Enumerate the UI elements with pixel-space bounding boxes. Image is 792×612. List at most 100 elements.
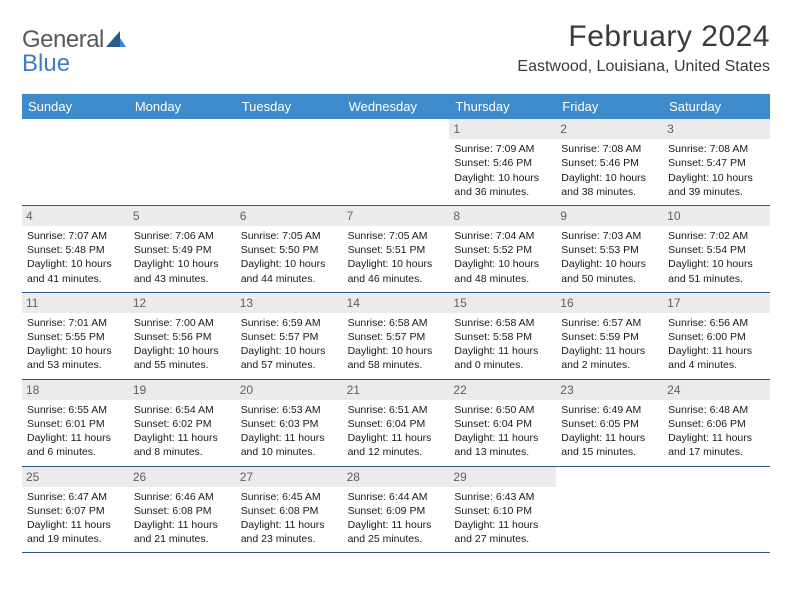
day-number: 22 bbox=[449, 380, 556, 400]
sunrise-text: Sunrise: 6:50 AM bbox=[454, 403, 551, 417]
day-info: Sunrise: 6:55 AMSunset: 6:01 PMDaylight:… bbox=[27, 403, 124, 460]
weekday-header: Sunday bbox=[22, 94, 129, 119]
week-row: 11Sunrise: 7:01 AMSunset: 5:55 PMDayligh… bbox=[22, 293, 770, 380]
day-cell bbox=[663, 467, 770, 553]
sunrise-text: Sunrise: 6:45 AM bbox=[241, 490, 338, 504]
daylight-text: Daylight: 10 hours and 50 minutes. bbox=[561, 257, 658, 285]
sunrise-text: Sunrise: 6:53 AM bbox=[241, 403, 338, 417]
sunset-text: Sunset: 5:58 PM bbox=[454, 330, 551, 344]
sunrise-text: Sunrise: 6:59 AM bbox=[241, 316, 338, 330]
day-cell: 6Sunrise: 7:05 AMSunset: 5:50 PMDaylight… bbox=[236, 206, 343, 292]
day-cell bbox=[129, 119, 236, 205]
sunrise-text: Sunrise: 6:55 AM bbox=[27, 403, 124, 417]
sunrise-text: Sunrise: 6:48 AM bbox=[668, 403, 765, 417]
daylight-text: Daylight: 10 hours and 41 minutes. bbox=[27, 257, 124, 285]
daylight-text: Daylight: 10 hours and 57 minutes. bbox=[241, 344, 338, 372]
sunrise-text: Sunrise: 6:47 AM bbox=[27, 490, 124, 504]
day-cell: 19Sunrise: 6:54 AMSunset: 6:02 PMDayligh… bbox=[129, 380, 236, 466]
day-info: Sunrise: 6:43 AMSunset: 6:10 PMDaylight:… bbox=[454, 490, 551, 547]
sunrise-text: Sunrise: 6:56 AM bbox=[668, 316, 765, 330]
sunset-text: Sunset: 6:08 PM bbox=[134, 504, 231, 518]
day-number: 9 bbox=[556, 206, 663, 226]
sunset-text: Sunset: 5:59 PM bbox=[561, 330, 658, 344]
day-cell: 25 Sunrise: 6:47 AMSunset: 6:07 PMDayligh… bbox=[22, 467, 129, 553]
day-cell: 26Sunrise: 6:46 AMSunset: 6:08 PMDayligh… bbox=[129, 467, 236, 553]
sunset-text: Sunset: 6:01 PM bbox=[27, 417, 124, 431]
sunset-text: Sunset: 6:03 PM bbox=[241, 417, 338, 431]
day-number: 12 bbox=[129, 293, 236, 313]
day-info: Sunrise: 6:56 AMSunset: 6:00 PMDaylight:… bbox=[668, 316, 765, 373]
day-info: Sunrise: 7:03 AMSunset: 5:53 PMDaylight:… bbox=[561, 229, 658, 286]
sunrise-text: Sunrise: 6:51 AM bbox=[348, 403, 445, 417]
day-number: 7 bbox=[343, 206, 450, 226]
location-text: Eastwood, Louisiana, United States bbox=[517, 58, 770, 76]
day-info: Sunrise: 7:08 AMSunset: 5:46 PMDaylight:… bbox=[561, 142, 658, 199]
day-info: Sunrise: 6:45 AMSunset: 6:08 PMDaylight:… bbox=[241, 490, 338, 547]
day-cell: 13 Sunrise: 6:59 AMSunset: 5:57 PMDayligh… bbox=[236, 293, 343, 379]
sunset-text: Sunset: 6:04 PM bbox=[454, 417, 551, 431]
sunrise-text: Sunrise: 7:07 AM bbox=[27, 229, 124, 243]
day-cell bbox=[556, 467, 663, 553]
weekday-header: Monday bbox=[129, 94, 236, 119]
day-number: 4 bbox=[22, 206, 129, 226]
day-cell: 23Sunrise: 6:49 AMSunset: 6:05 PMDayligh… bbox=[556, 380, 663, 466]
day-info: Sunrise: 6:47 AMSunset: 6:07 PMDaylight:… bbox=[27, 490, 124, 547]
brand-text: General Blue bbox=[22, 28, 126, 76]
day-info: Sunrise: 6:49 AMSunset: 6:05 PMDaylight:… bbox=[561, 403, 658, 460]
sunset-text: Sunset: 5:52 PM bbox=[454, 243, 551, 257]
daylight-text: Daylight: 10 hours and 39 minutes. bbox=[668, 171, 765, 199]
weekday-header-row: SundayMondayTuesdayWednesdayThursdayFrid… bbox=[22, 94, 770, 119]
sunrise-text: Sunrise: 7:00 AM bbox=[134, 316, 231, 330]
daylight-text: Daylight: 11 hours and 4 minutes. bbox=[668, 344, 765, 372]
day-cell: 4Sunrise: 7:07 AMSunset: 5:48 PMDaylight… bbox=[22, 206, 129, 292]
day-number: 3 bbox=[663, 119, 770, 139]
daylight-text: Daylight: 10 hours and 53 minutes. bbox=[27, 344, 124, 372]
day-number: 25 bbox=[22, 467, 129, 487]
sunrise-text: Sunrise: 7:03 AM bbox=[561, 229, 658, 243]
day-info: Sunrise: 6:44 AMSunset: 6:09 PMDaylight:… bbox=[348, 490, 445, 547]
daylight-text: Daylight: 11 hours and 13 minutes. bbox=[454, 431, 551, 459]
day-number: 28 bbox=[343, 467, 450, 487]
sunset-text: Sunset: 5:57 PM bbox=[241, 330, 338, 344]
daylight-text: Daylight: 10 hours and 48 minutes. bbox=[454, 257, 551, 285]
day-info: Sunrise: 7:05 AMSunset: 5:51 PMDaylight:… bbox=[348, 229, 445, 286]
day-cell bbox=[343, 119, 450, 205]
daylight-text: Daylight: 10 hours and 46 minutes. bbox=[348, 257, 445, 285]
day-info: Sunrise: 6:58 AMSunset: 5:58 PMDaylight:… bbox=[454, 316, 551, 373]
day-number: 10 bbox=[663, 206, 770, 226]
day-cell: 8Sunrise: 7:04 AMSunset: 5:52 PMDaylight… bbox=[449, 206, 556, 292]
daylight-text: Daylight: 11 hours and 25 minutes. bbox=[348, 518, 445, 546]
day-info: Sunrise: 7:08 AMSunset: 5:47 PMDaylight:… bbox=[668, 142, 765, 199]
day-number: 2 bbox=[556, 119, 663, 139]
day-number: 29 bbox=[449, 467, 556, 487]
weekday-header: Friday bbox=[556, 94, 663, 119]
weekday-header: Saturday bbox=[663, 94, 770, 119]
daylight-text: Daylight: 11 hours and 0 minutes. bbox=[454, 344, 551, 372]
sunset-text: Sunset: 6:10 PM bbox=[454, 504, 551, 518]
sunrise-text: Sunrise: 7:05 AM bbox=[348, 229, 445, 243]
week-row: 4Sunrise: 7:07 AMSunset: 5:48 PMDaylight… bbox=[22, 206, 770, 293]
day-number: 8 bbox=[449, 206, 556, 226]
day-number: 13 bbox=[236, 293, 343, 313]
day-info: Sunrise: 7:00 AMSunset: 5:56 PMDaylight:… bbox=[134, 316, 231, 373]
day-info: Sunrise: 7:01 AMSunset: 5:55 PMDaylight:… bbox=[27, 316, 124, 373]
weekday-header: Tuesday bbox=[236, 94, 343, 119]
day-cell: 29 Sunrise: 6:43 AMSunset: 6:10 PMDayligh… bbox=[449, 467, 556, 553]
brand-logo: General Blue bbox=[22, 20, 126, 76]
sunset-text: Sunset: 5:55 PM bbox=[27, 330, 124, 344]
brand-sail-icon bbox=[106, 26, 126, 53]
sunrise-text: Sunrise: 7:05 AM bbox=[241, 229, 338, 243]
daylight-text: Daylight: 11 hours and 8 minutes. bbox=[134, 431, 231, 459]
day-cell: 2 Sunrise: 7:08 AMSunset: 5:46 PMDaylight… bbox=[556, 119, 663, 205]
calendar-body: 1Sunrise: 7:09 AMSunset: 5:46 PMDaylight… bbox=[22, 119, 770, 553]
day-info: Sunrise: 7:05 AMSunset: 5:50 PMDaylight:… bbox=[241, 229, 338, 286]
day-info: Sunrise: 6:46 AMSunset: 6:08 PMDaylight:… bbox=[134, 490, 231, 547]
day-cell: 7 Sunrise: 7:05 AMSunset: 5:51 PMDaylight… bbox=[343, 206, 450, 292]
sunrise-text: Sunrise: 6:49 AM bbox=[561, 403, 658, 417]
day-cell: 12 Sunrise: 7:00 AMSunset: 5:56 PMDayligh… bbox=[129, 293, 236, 379]
daylight-text: Daylight: 11 hours and 19 minutes. bbox=[27, 518, 124, 546]
title-block: February 2024 Eastwood, Louisiana, Unite… bbox=[517, 20, 770, 76]
day-number: 17 bbox=[663, 293, 770, 313]
day-info: Sunrise: 6:51 AMSunset: 6:04 PMDaylight:… bbox=[348, 403, 445, 460]
day-cell: 14Sunrise: 6:58 AMSunset: 5:57 PMDayligh… bbox=[343, 293, 450, 379]
